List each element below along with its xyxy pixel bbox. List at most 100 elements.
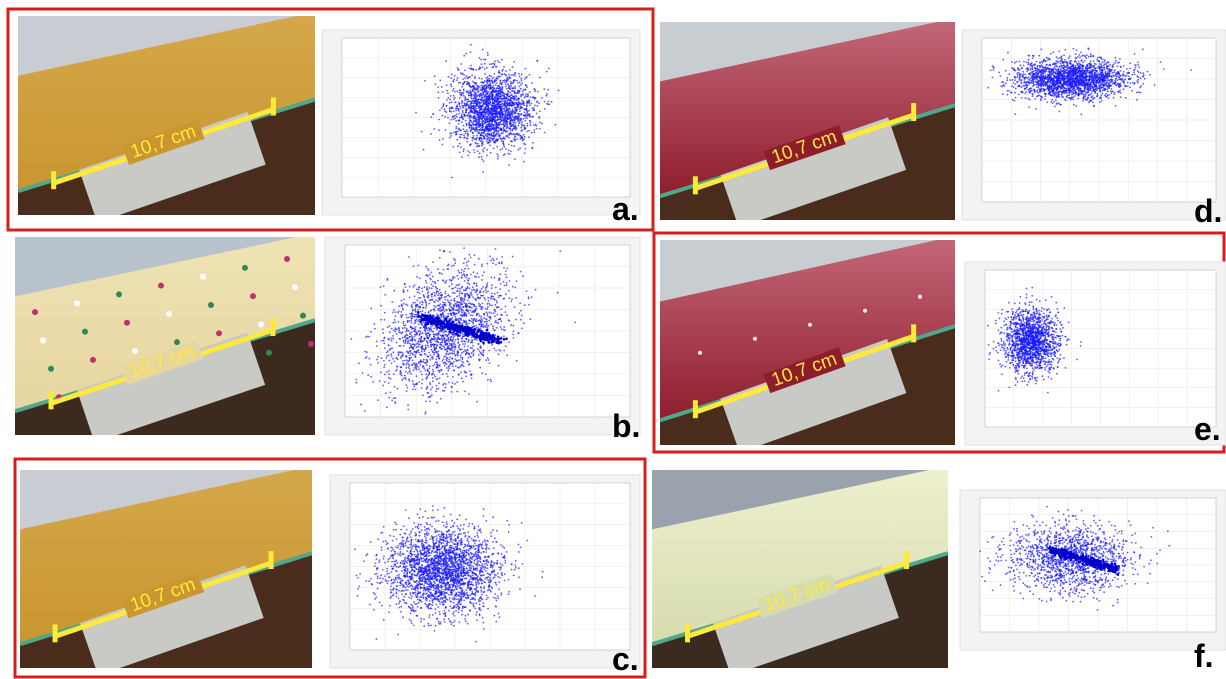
scatter-dot — [477, 112, 479, 114]
scatter-dot — [449, 296, 451, 298]
scatter-dot — [488, 336, 491, 339]
scatter-dot — [507, 125, 509, 127]
scatter-dot — [519, 90, 521, 92]
scatter-dot — [443, 335, 445, 337]
scatter-dot — [515, 126, 517, 128]
scatter-dot — [377, 575, 379, 577]
scatter-dot — [458, 307, 460, 309]
scatter-dot — [464, 115, 466, 117]
scatter-dot — [422, 366, 424, 368]
scatter-dot — [497, 112, 499, 114]
scatter-dot — [463, 89, 465, 91]
scatter-dot — [414, 354, 416, 356]
scatter-dot — [513, 325, 515, 327]
scatter-dot — [466, 123, 468, 125]
scatter-dot — [409, 347, 411, 349]
scatter-dot — [559, 250, 561, 252]
scatter-dot — [479, 290, 481, 292]
scatter-dot — [370, 308, 372, 310]
scatter-dot — [516, 280, 518, 282]
scatter-dot — [386, 371, 388, 373]
scatter-dot — [411, 322, 413, 324]
scatter-dot — [477, 297, 479, 299]
scatter-dot — [462, 110, 464, 112]
scatter-dot — [513, 74, 515, 76]
scatter-dot — [494, 60, 496, 62]
scatter-dot — [448, 337, 450, 339]
scatter-dot — [407, 372, 409, 374]
scatter-dot — [458, 272, 460, 274]
scatter-dot — [387, 326, 389, 328]
scatter-dot — [500, 283, 502, 285]
scatter-dot — [416, 276, 418, 278]
scatter-dot — [445, 293, 447, 295]
scatter-dot — [491, 119, 493, 121]
scatter-dot — [512, 334, 514, 336]
scatter-dot — [450, 84, 452, 86]
scatter-dot — [477, 534, 479, 536]
scatter-dot — [410, 326, 412, 328]
scatter-dot — [451, 101, 453, 103]
scatter-dot — [457, 339, 459, 341]
scatter-dot — [448, 301, 450, 303]
scatter-dot — [449, 137, 451, 139]
scatter-dot — [457, 359, 459, 361]
scatter-dot — [488, 300, 490, 302]
scatter-dot — [420, 327, 422, 329]
scatter-dot — [531, 116, 533, 118]
scatter-dot — [406, 328, 408, 330]
scatter-dot — [406, 317, 408, 319]
scatter-dot — [513, 337, 515, 339]
scatter-dot — [415, 315, 417, 317]
scatter-dot — [489, 256, 491, 258]
scatter-dot — [479, 122, 481, 124]
scatter-dot — [465, 133, 467, 135]
scatter-dot — [428, 373, 430, 375]
scatter-dot — [502, 91, 504, 93]
scatter-dot — [479, 115, 481, 117]
scatter-dot — [508, 107, 510, 109]
scatter-dot — [425, 401, 427, 403]
scatter-dot — [520, 88, 522, 90]
scatter-dot — [507, 118, 509, 120]
scatter-dot — [537, 91, 539, 93]
scatter-dot — [419, 508, 421, 510]
scatter-dot — [475, 306, 477, 308]
scatter-dot — [514, 115, 516, 117]
scatter-dot — [413, 327, 415, 329]
scatter-dot — [506, 77, 508, 79]
scatter-dot — [423, 361, 425, 363]
scatter-dot — [438, 119, 440, 121]
scatter-dot — [500, 320, 502, 322]
scatter-dot — [409, 336, 411, 338]
scatter-dot — [449, 328, 452, 331]
scatter-dot — [413, 369, 415, 371]
scatter-dot — [515, 93, 517, 95]
scatter-dot — [430, 133, 432, 135]
scatter-dot — [494, 338, 497, 341]
spot — [284, 256, 290, 262]
scatter-dot — [482, 82, 484, 84]
scatter-dot — [417, 342, 419, 344]
scatter-dot — [464, 104, 466, 106]
scatter-dot — [398, 354, 400, 356]
scatter-dot — [473, 135, 475, 137]
scatter-dot — [494, 90, 496, 92]
scatter-dot — [483, 151, 485, 153]
scatter-dot — [527, 102, 529, 104]
scatter-dot — [511, 74, 513, 76]
scatter-dot — [512, 128, 514, 130]
scatter-dot — [405, 340, 407, 342]
scatter-dot — [520, 114, 522, 116]
scatter-dot — [392, 335, 394, 337]
scatter-dot — [525, 110, 527, 112]
scatter-dot — [416, 318, 418, 320]
scatter-dot — [485, 94, 487, 96]
scatter-dot — [429, 303, 431, 305]
scatter-dot — [410, 610, 412, 612]
scatter-dot — [449, 536, 451, 538]
scatter-dot — [438, 92, 440, 94]
scatter-dot — [558, 90, 560, 92]
scatter-dot — [506, 284, 508, 286]
scatter-dot — [473, 102, 475, 104]
